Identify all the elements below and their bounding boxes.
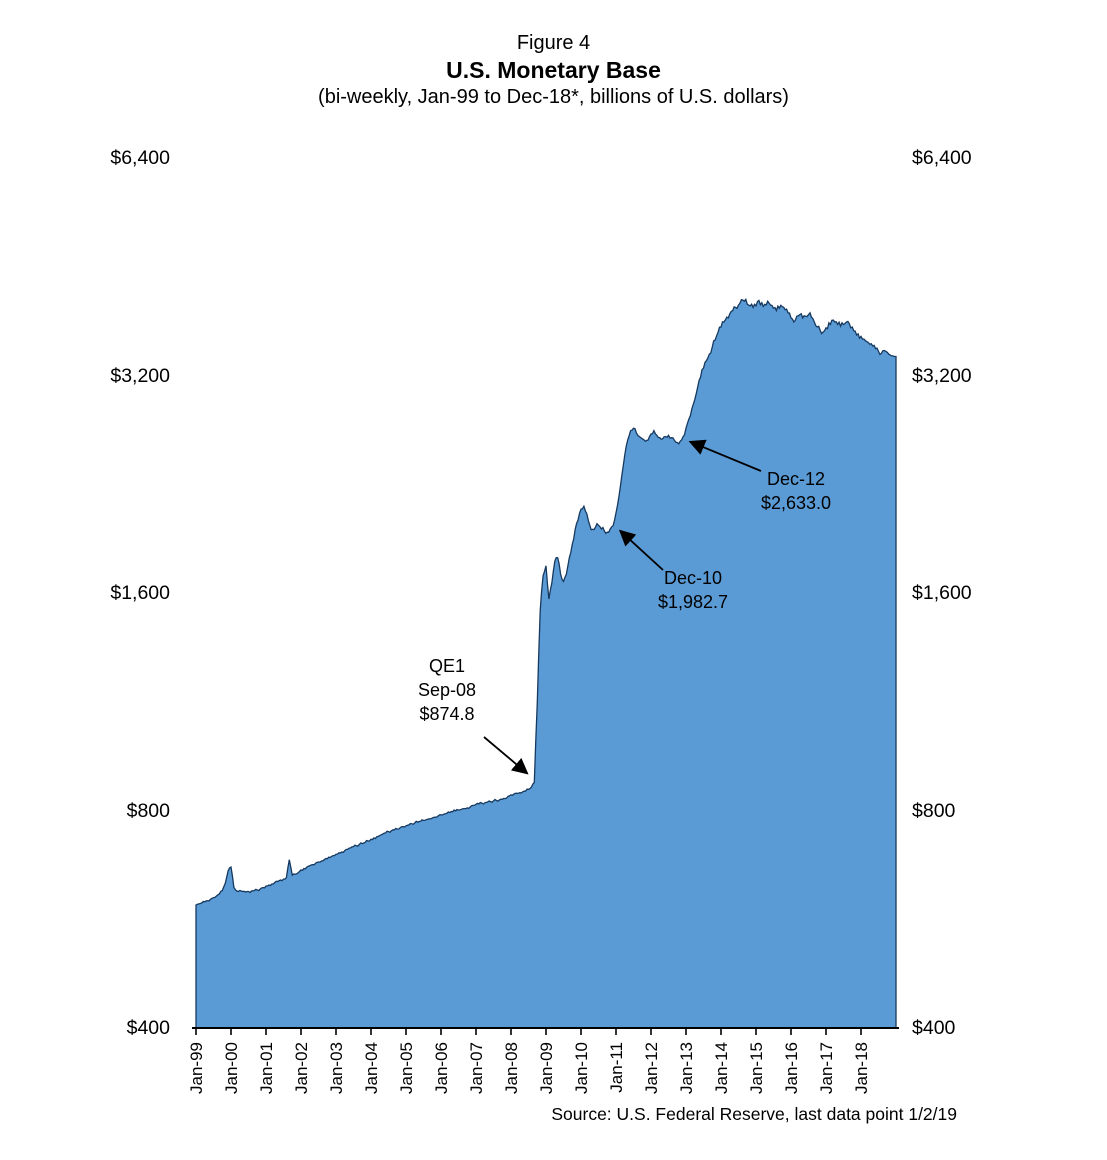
source-note: Source: U.S. Federal Reserve, last data … <box>551 1104 957 1124</box>
y-axis-label: $6,400 <box>912 147 972 169</box>
x-tick-label: Jan-06 <box>432 1042 451 1094</box>
annotation-arrow <box>688 439 762 472</box>
annotation-line: $874.8 <box>419 704 475 724</box>
y-axis-label: $800 <box>912 799 956 822</box>
chart-subtitle: (bi-weekly, Jan-99 to Dec-18*, billions … <box>318 86 789 108</box>
y-axis-labels-left: $400 $800 $1,600 $3,200 $6,400 <box>0 0 170 1160</box>
x-tick-label: Jan-05 <box>397 1042 416 1094</box>
y-axis-label: $6,400 <box>110 147 170 169</box>
y-axis-label: $400 <box>126 1017 170 1039</box>
x-tick-label: Jan-99 <box>187 1042 206 1094</box>
x-tick-label: Jan-01 <box>257 1042 276 1094</box>
x-tick-label: Jan-07 <box>467 1042 486 1094</box>
chart-header: Figure 4 U.S. Monetary Base (bi-weekly, … <box>0 30 1107 111</box>
x-tick-label: Jan-15 <box>747 1042 766 1094</box>
x-tick-label: Jan-18 <box>852 1042 871 1094</box>
x-tick-label: Jan-12 <box>642 1042 661 1094</box>
annotation-line: Sep-08 <box>417 680 477 700</box>
y-axis-label: $1,600 <box>912 582 972 604</box>
x-tick-label: Jan-17 <box>817 1042 836 1094</box>
annotation-line: $1,982.7 <box>657 592 729 612</box>
annotation-label: QE1 Sep-08 $874.8 <box>352 654 542 726</box>
x-tick-label: Jan-11 <box>607 1042 626 1093</box>
annotation-line: QE1 <box>428 656 466 676</box>
x-tick-label: Jan-00 <box>222 1042 241 1094</box>
annotation-label: Dec-10 $1,982.7 <box>598 566 788 614</box>
area-series <box>195 298 897 1029</box>
x-tick-label: Jan-13 <box>677 1042 696 1094</box>
y-axis-label: $800 <box>126 799 170 822</box>
annotation-arrow <box>618 529 664 571</box>
annotation-line: Dec-10 <box>663 568 723 588</box>
annotation-line: $2,633.0 <box>760 493 832 513</box>
figure-label: Figure 4 <box>516 32 591 54</box>
x-tick-label: Jan-10 <box>572 1042 591 1094</box>
y-axis-labels-right: $400 $800 $1,600 $3,200 $6,400 <box>912 0 1042 1160</box>
x-tick-label: Jan-03 <box>327 1042 346 1094</box>
y-axis-label: $1,600 <box>110 582 170 604</box>
annotation-line: Dec-12 <box>766 469 826 489</box>
annotation-arrow <box>483 736 529 775</box>
y-axis-label: $400 <box>912 1017 956 1039</box>
y-axis-label: $3,200 <box>110 364 170 387</box>
y-axis-label: $3,200 <box>912 364 972 387</box>
x-tick-label: Jan-04 <box>362 1042 381 1094</box>
x-tick-label: Jan-08 <box>502 1042 521 1094</box>
chart-title: U.S. Monetary Base <box>446 57 661 83</box>
x-tick-label: Jan-16 <box>782 1042 801 1094</box>
x-tick-label: Jan-02 <box>292 1042 311 1094</box>
annotation-label: Dec-12 $2,633.0 <box>701 467 891 515</box>
x-tick-label: Jan-09 <box>537 1042 556 1094</box>
x-tick-label: Jan-14 <box>712 1042 731 1094</box>
